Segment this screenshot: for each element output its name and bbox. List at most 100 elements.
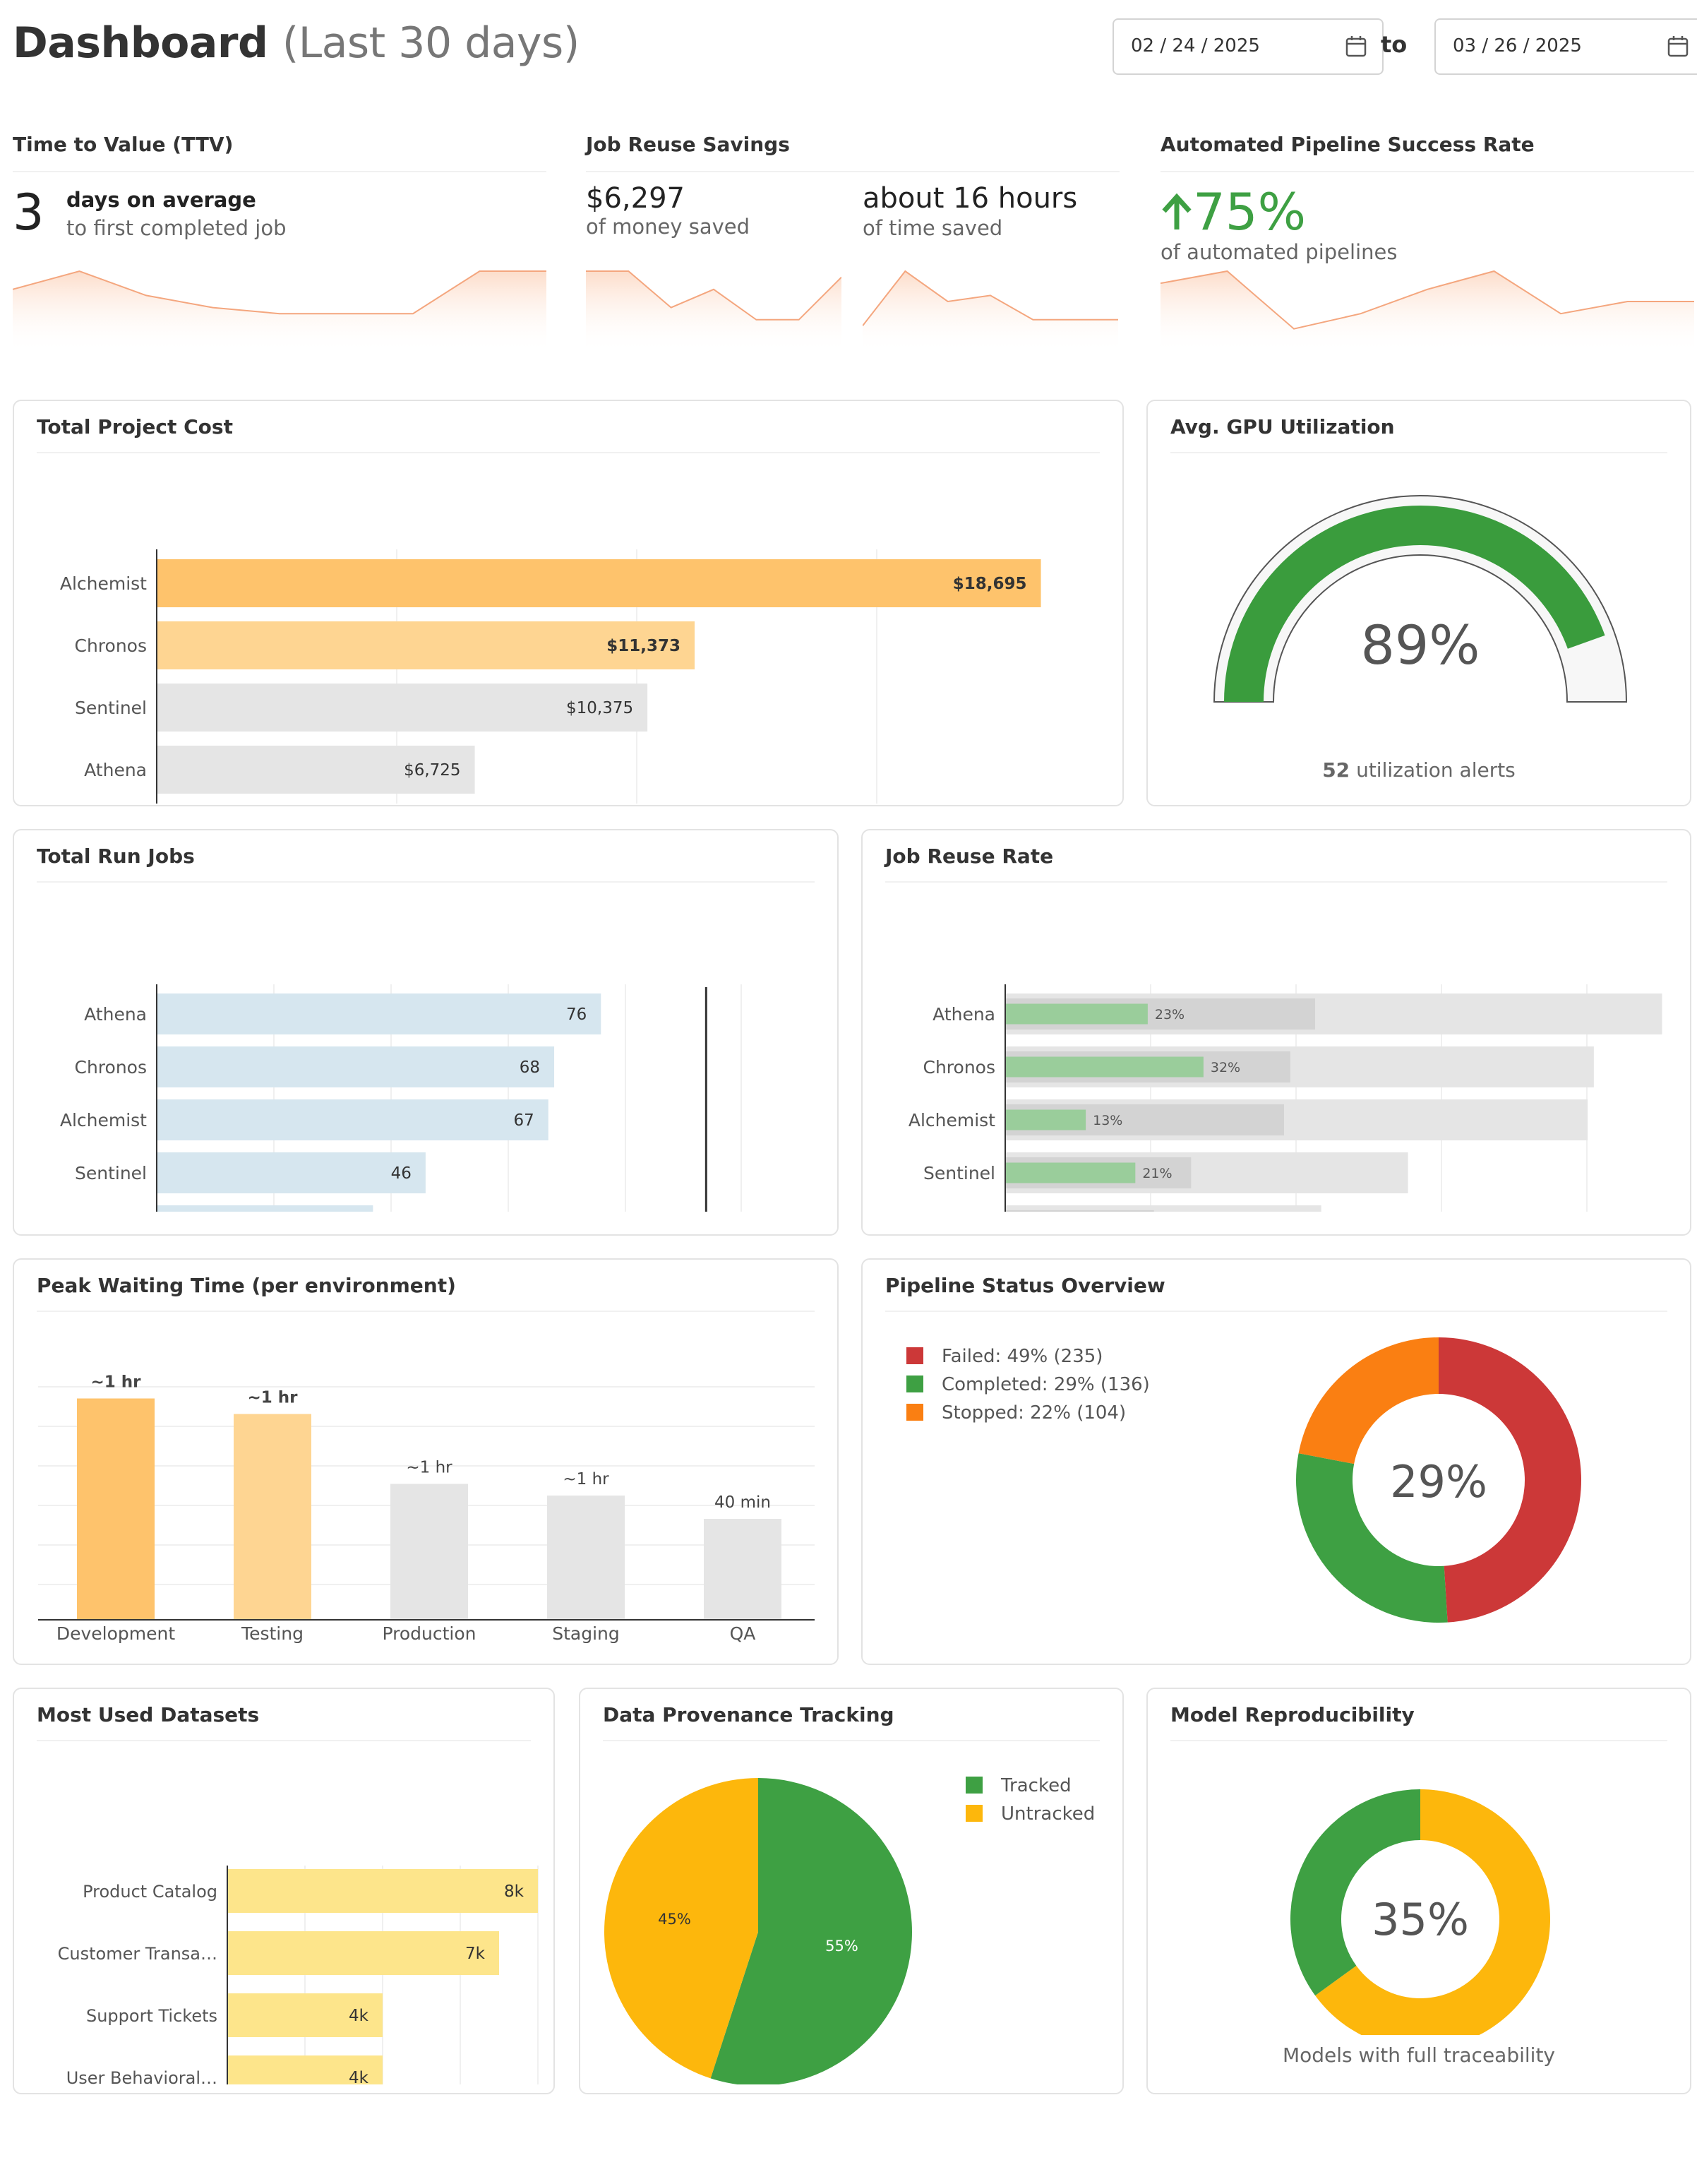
value-label: 13%	[1093, 1113, 1122, 1128]
reproducibility-donut: 35%	[1290, 1789, 1550, 2035]
bar	[704, 1519, 781, 1620]
pie-slice-failed	[1439, 1337, 1581, 1623]
calendar-icon[interactable]	[1667, 35, 1689, 58]
bar	[1005, 1003, 1148, 1025]
value-label: 32%	[1211, 1060, 1240, 1075]
total-run-jobs-chart: Athena76Chronos68Alchemist67Sentinel46Na…	[60, 984, 742, 1212]
bar	[157, 1205, 373, 1212]
value-label: ~1 hr	[248, 1389, 299, 1407]
value-label: 23%	[1155, 1007, 1185, 1022]
job-reuse-rate-title: Job Reuse Rate	[885, 845, 1054, 868]
bar	[547, 1496, 625, 1620]
value-label: $18,695	[953, 575, 1027, 593]
reproducibility-card: Model Reproducibility 35% Models with fu…	[1146, 1688, 1691, 2094]
datasets-chart: Product Catalog 8k Customer Transa… 7k Suppo…	[58, 1866, 539, 2084]
legend-swatch	[906, 1404, 923, 1421]
gauge-value-label: 89%	[1361, 614, 1480, 676]
reuse-time-sparkline	[863, 270, 1118, 353]
legend-swatch	[906, 1376, 923, 1392]
gpu-utilization-card: Avg. GPU Utilization 89% 52 utilization …	[1146, 400, 1691, 806]
gpu-alerts-count: 52	[1322, 758, 1350, 782]
value-label: $10,375	[566, 699, 633, 717]
reuse-title: Job Reuse Savings	[586, 133, 790, 156]
category-label: Development	[56, 1623, 175, 1644]
gpu-utilization-title: Avg. GPU Utilization	[1170, 415, 1395, 438]
legend-completed[interactable]: Completed: 29% (136)	[906, 1374, 1150, 1395]
datasets-title: Most Used Datasets	[37, 1703, 260, 1726]
value-label: 7k	[465, 1945, 486, 1963]
bar	[157, 1152, 426, 1193]
category-label: User Behavioral…	[66, 2068, 217, 2084]
legend-stopped[interactable]: Stopped: 22% (104)	[906, 1402, 1126, 1424]
bar	[157, 746, 475, 794]
pipeline-success-label: of automated pipelines	[1161, 240, 1398, 264]
value-label: 4k	[349, 2069, 369, 2084]
date-to-input[interactable]: 03 / 26 / 2025	[1434, 18, 1697, 75]
bar	[157, 621, 695, 669]
category-label: QA	[730, 1623, 756, 1644]
peak-waiting-chart: ~1 hr Development ~1 hr Testing ~1 hr Product…	[38, 1373, 815, 1644]
provenance-card: Data Provenance Tracking 55% 45% Tracked …	[579, 1688, 1124, 2094]
date-range-separator: to	[1381, 31, 1408, 58]
bar	[234, 1414, 311, 1620]
value-label: 76	[566, 1006, 587, 1024]
category-label: Athena	[84, 1004, 147, 1025]
bar	[157, 684, 648, 732]
value-label: $6,725	[404, 761, 460, 780]
ttv-value: 3	[13, 184, 44, 241]
legend-untracked[interactable]: Untracked	[966, 1803, 1095, 1825]
calendar-icon[interactable]	[1345, 35, 1367, 58]
legend-tracked-label: Tracked	[1001, 1775, 1072, 1796]
datasets-card: Most Used Datasets Product Catalog 8k Cust…	[13, 1688, 555, 2094]
bar	[227, 1869, 538, 1913]
total-run-jobs-card: Total Run Jobs Athena 76 Chronos 68 Alchemis…	[13, 829, 839, 1236]
donut-center-label: 35%	[1372, 1894, 1469, 1945]
ttv-title: Time to Value (TTV)	[13, 133, 234, 156]
peak-waiting-card: Peak Waiting Time (per environment) ~1 h…	[13, 1258, 839, 1665]
sparkline-line	[1161, 270, 1694, 330]
bar	[227, 1931, 499, 1975]
category-label: Chronos	[923, 1057, 996, 1078]
category-label: Support Tickets	[86, 2006, 217, 2026]
bar-track	[1005, 1205, 1321, 1212]
legend-failed[interactable]: Failed: 49% (235)	[906, 1346, 1103, 1367]
category-label: Customer Transa…	[58, 1944, 217, 1964]
value-label: 4k	[349, 2007, 369, 2025]
gauge-fill	[1224, 506, 1605, 702]
category-label: Product Catalog	[83, 1882, 217, 1902]
page-title: Dashboard (Last 30 days)	[13, 18, 580, 68]
ttv-sublabel: to first completed job	[66, 216, 287, 240]
bar	[227, 2055, 383, 2084]
legend-completed-label: Completed: 29% (136)	[942, 1374, 1150, 1395]
legend-tracked[interactable]: Tracked	[966, 1775, 1072, 1796]
category-label: Sentinel	[75, 698, 147, 718]
reuse-money-sparkline	[586, 270, 841, 353]
bar	[157, 559, 1041, 607]
bar	[157, 1099, 548, 1140]
pipeline-success-value: 75%	[1161, 182, 1306, 241]
reproducibility-caption: Models with full traceability	[1282, 2043, 1555, 2067]
legend-untracked-label: Untracked	[1001, 1803, 1096, 1825]
category-label: Chronos	[75, 635, 148, 656]
category-label: Production	[382, 1623, 476, 1644]
job-reuse-rate-card: Job Reuse Rate Athena 23% Chronos 32% Alchem…	[861, 829, 1691, 1236]
category-label: Athena	[84, 760, 147, 780]
category-label: Staging	[552, 1623, 620, 1644]
value-label: 46	[391, 1164, 412, 1183]
reuse-time-label: of time saved	[863, 216, 1003, 240]
bar-mid	[1005, 1210, 1154, 1212]
reuse-money-value: $6,297	[586, 182, 685, 215]
category-label: Sentinel	[75, 1163, 147, 1183]
bar	[1005, 1056, 1204, 1078]
donut-center-label: 29%	[1390, 1456, 1487, 1508]
category-label: Alchemist	[909, 1110, 995, 1130]
legend-swatch	[966, 1777, 983, 1794]
value-label: 21%	[1142, 1166, 1172, 1181]
value-label: 67	[513, 1111, 534, 1130]
category-label: Sentinel	[923, 1163, 995, 1183]
date-from-input[interactable]: 02 / 24 / 2025	[1113, 18, 1384, 75]
reproducibility-title: Model Reproducibility	[1170, 1703, 1415, 1726]
pie-label: 45%	[658, 1911, 691, 1928]
total-project-cost-card: Total Project Cost Alchemist $18,695 Chron…	[13, 400, 1124, 806]
category-label: Testing	[241, 1623, 304, 1644]
